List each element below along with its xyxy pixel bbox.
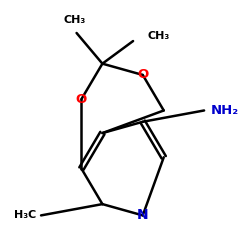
Text: N: N <box>137 208 148 222</box>
Text: O: O <box>76 93 87 106</box>
Text: NH₂: NH₂ <box>210 104 239 117</box>
Text: H₃C: H₃C <box>14 210 36 220</box>
Text: CH₃: CH₃ <box>64 15 86 25</box>
Text: CH₃: CH₃ <box>148 31 170 41</box>
Text: O: O <box>137 68 148 82</box>
